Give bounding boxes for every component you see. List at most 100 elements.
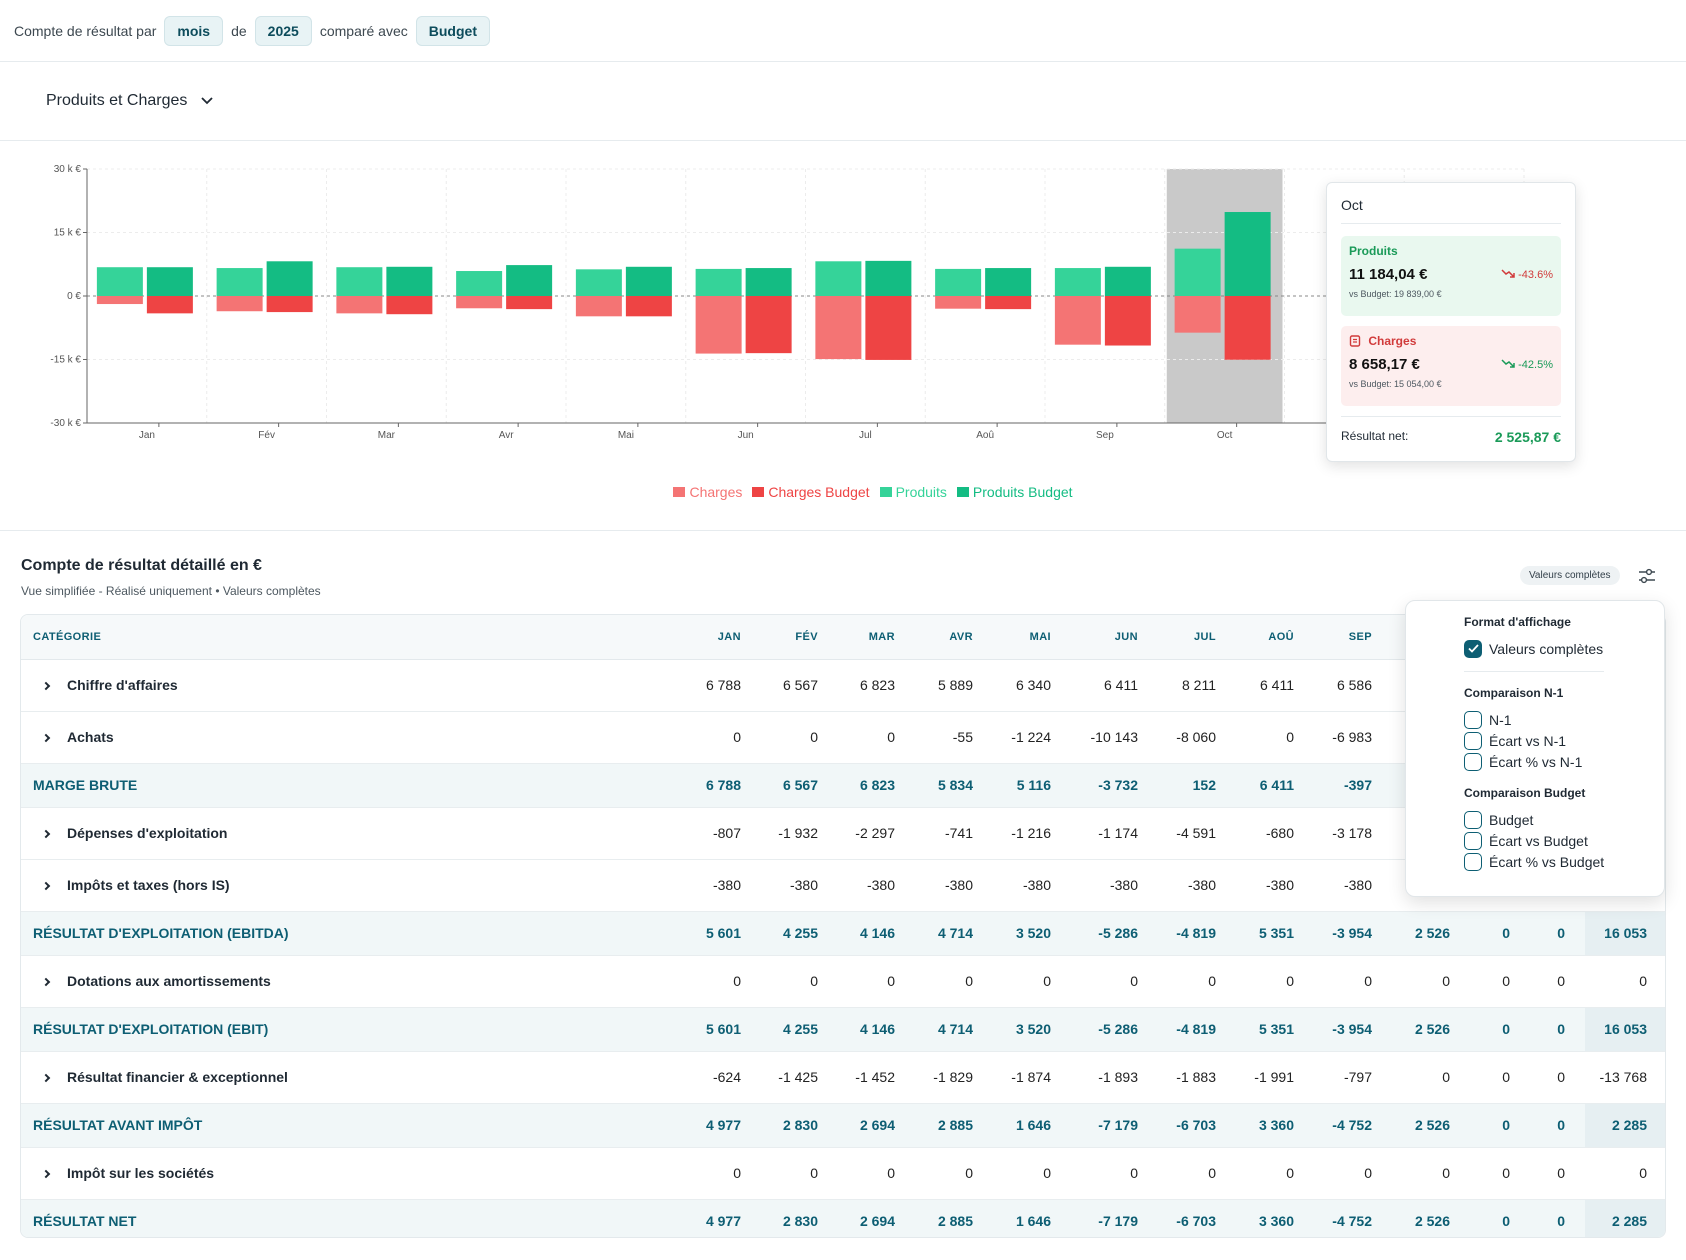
checkbox-option[interactable]: Écart vs N-1 (1464, 730, 1664, 751)
legend-item[interactable]: Charges (673, 484, 742, 500)
legend-swatch (956, 487, 969, 497)
bar-charges-budget (146, 296, 193, 314)
checkbox-option[interactable]: Écart % vs N-1 (1464, 751, 1664, 772)
checkbox[interactable] (1464, 710, 1482, 729)
summary-row: MARGE BRUTE 6 788 6 567 6 823 5 834 5 116 -3 7… (21, 763, 1665, 808)
cell-value: 6 567 (761, 659, 838, 712)
cell-value: 0 (681, 955, 761, 1008)
bar-charges (575, 296, 622, 317)
bar-produits (456, 271, 503, 296)
compare-select[interactable]: Budget (415, 15, 490, 46)
x-tick-label: Sep (1096, 430, 1114, 441)
legend-item[interactable]: Produits (879, 484, 947, 500)
display-format-badge[interactable]: Valeurs complètes (1520, 566, 1620, 585)
row-label: Impôts et taxes (hors IS) (21, 859, 681, 912)
tooltip-result: Résultat net: 2 525,87 € (1341, 416, 1561, 445)
row-label-text: Dotations aux amortissements (67, 973, 271, 989)
y-tick-label: -15 k € (50, 355, 81, 366)
checkbox[interactable] (1464, 810, 1482, 829)
checkbox-option[interactable]: N-1 (1464, 709, 1664, 730)
legend-item[interactable]: Produits Budget (956, 484, 1073, 500)
chevron-down-icon[interactable] (201, 94, 214, 108)
checkbox-option[interactable]: Budget (1464, 809, 1664, 830)
settings-sliders-icon[interactable] (1638, 568, 1656, 589)
table-row[interactable]: Impôt sur les sociétés 0 0 0 0 0 0 0 0 0 0 0 0 0 (21, 1147, 1665, 1200)
cell-value: 6 788 (681, 763, 761, 808)
period-select[interactable]: mois (164, 15, 224, 46)
cell-value: 4 714 (915, 1007, 993, 1052)
table-row[interactable]: Résultat financier & exceptionnel -624 -1 … (21, 1051, 1665, 1104)
filter-label-3: comparé avec (319, 22, 408, 39)
tooltip-charges-budget: vs Budget: 15 054,00 € (1349, 379, 1442, 389)
row-label: Résultat financier & exceptionnel (21, 1051, 681, 1104)
year-select[interactable]: 2025 (254, 15, 312, 46)
cell-value: 4 714 (915, 911, 993, 956)
cell-value: 0 (1470, 1147, 1530, 1200)
legend-item[interactable]: Charges Budget (752, 484, 870, 500)
table-row[interactable]: Dotations aux amortissements 0 0 0 0 0 0 0 0 0 0 0 0… (21, 955, 1665, 1008)
cell-value: 2 694 (838, 1199, 915, 1237)
cell-value: 0 (1585, 1147, 1665, 1200)
row-label: MARGE BRUTE (21, 763, 681, 808)
bar-produits-budget (386, 266, 433, 296)
chevron-right-icon[interactable] (41, 829, 51, 839)
checkbox[interactable] (1464, 731, 1482, 750)
chevron-right-icon[interactable] (41, 1169, 51, 1179)
cell-value: -397 (1314, 763, 1392, 808)
checkbox[interactable] (1464, 831, 1482, 850)
row-label: Chiffre d'affaires (21, 659, 681, 712)
cell-value: 5 351 (1236, 911, 1314, 956)
cell-value: 6 411 (1236, 659, 1314, 712)
column-header: JAN (681, 615, 761, 660)
chart-view-select[interactable]: Produits et Charges (46, 92, 188, 109)
cell-value: -1 893 (1071, 1051, 1158, 1104)
cell-value: -4 819 (1158, 911, 1236, 956)
cell-value: 4 977 (681, 1103, 761, 1148)
bar-produits (1174, 248, 1221, 296)
x-tick-label: Aoû (976, 430, 994, 441)
row-label-text: RÉSULTAT NET (33, 1213, 137, 1229)
bar-produits (935, 268, 982, 296)
checkbox[interactable] (1464, 752, 1482, 771)
column-header: MAI (993, 615, 1071, 660)
cell-value: -3 732 (1071, 763, 1158, 808)
checkbox-option[interactable]: Écart vs Budget (1464, 830, 1664, 851)
chevron-right-icon[interactable] (41, 733, 51, 743)
tooltip-result-value: 2 525,87 € (1494, 429, 1561, 445)
bar-charges-budget (1224, 296, 1271, 360)
checkbox-label: Budget (1489, 811, 1534, 828)
chevron-right-icon[interactable] (41, 977, 51, 987)
checkbox-option[interactable]: Valeurs complètes (1464, 638, 1664, 659)
bar-charges (1174, 296, 1221, 333)
bar-charges-budget (865, 296, 912, 360)
chevron-right-icon[interactable] (41, 1073, 51, 1083)
tooltip-produits-card: Produits 11 184,04 € -43.6% vs Budget: 1… (1341, 236, 1561, 316)
cell-value: 2 526 (1392, 1199, 1470, 1237)
checkbox-checked-icon[interactable] (1464, 639, 1482, 658)
cell-value: -6 703 (1158, 1199, 1236, 1237)
column-header: JUL (1158, 615, 1236, 660)
cell-value: 0 (1314, 1147, 1392, 1200)
cell-value: -3 178 (1314, 807, 1392, 860)
cell-value: -380 (1314, 859, 1392, 912)
chevron-right-icon[interactable] (41, 681, 51, 691)
cell-value: 0 (1158, 955, 1236, 1008)
cell-value: 2 285 (1585, 1103, 1665, 1148)
checkbox-option[interactable]: Écart % vs Budget (1464, 851, 1664, 872)
table-row[interactable]: Impôts et taxes (hors IS) -380 -380 -380 -38… (21, 859, 1665, 912)
cell-value: 0 (915, 955, 993, 1008)
tooltip-charges-header: Charges (1349, 334, 1553, 348)
y-tick-label: -30 k € (50, 418, 81, 429)
summary-row: RÉSULTAT D'EXPLOITATION (EBITDA) 5 601 4 2… (21, 911, 1665, 956)
tooltip-charges-pct: -42.5% (1518, 358, 1553, 371)
cell-value: -380 (915, 859, 993, 912)
summary-row: RÉSULTAT D'EXPLOITATION (EBIT) 5 601 4 255… (21, 1007, 1665, 1052)
chevron-right-icon[interactable] (41, 881, 51, 891)
cell-value: -1 216 (993, 807, 1071, 860)
row-label: Dépenses d'exploitation (21, 807, 681, 860)
cell-value: 0 (761, 711, 838, 764)
checkbox[interactable] (1464, 852, 1482, 871)
legend-label: Charges (689, 484, 743, 500)
cell-value: -3 954 (1314, 911, 1392, 956)
cell-value: 5 834 (915, 763, 993, 808)
